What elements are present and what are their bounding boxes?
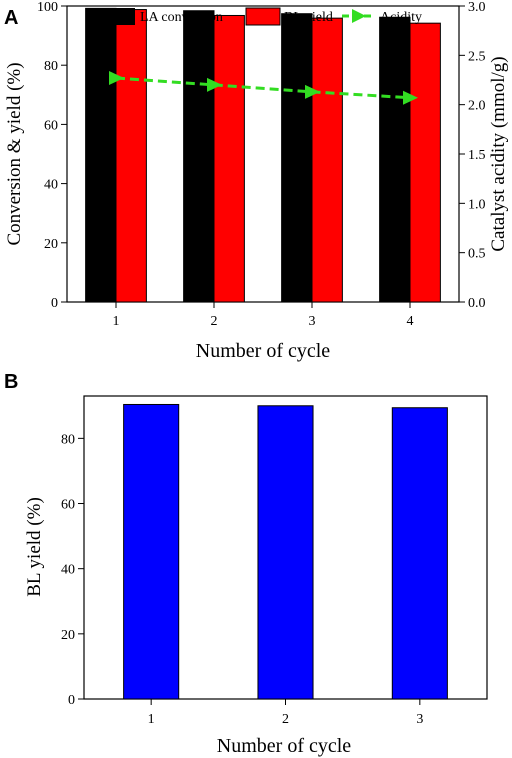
panel-b-x-axis-title: Number of cycle	[217, 735, 352, 757]
y-tick-label-20: 20	[44, 237, 58, 252]
x-tick-label-3: 3	[309, 314, 316, 329]
bar-bl-yield-cycle-3	[391, 407, 448, 700]
y-tick-label-80: 80	[44, 59, 58, 74]
legend-swatch-la-conversion	[101, 8, 135, 25]
y-tick-label-20: 20	[61, 628, 75, 643]
x-tick-label-1: 1	[113, 314, 120, 329]
bar-bl-yield-cycle-2	[257, 405, 314, 700]
panel-b-y-axis-ticks: 0 20 40 60 80	[61, 432, 84, 708]
panel-b-bars	[123, 403, 448, 700]
panel-a-y-axis-title: Conversion & yield (%)	[4, 62, 25, 245]
panel-a-left-axis-ticks: 0 20 40 60 80 100	[37, 0, 67, 311]
y-tick-label-100: 100	[37, 0, 58, 15]
x-tick-label-3: 3	[416, 712, 423, 727]
bar-bl-yield-cycle-1	[123, 403, 180, 700]
x-tick-label-2: 2	[282, 712, 289, 727]
bar-bl-yield-cycle-1	[115, 9, 147, 303]
y2-tick-label-2.0: 2.0	[468, 99, 486, 114]
panel-a-label: A	[4, 7, 18, 29]
y-tick-label-40: 40	[44, 178, 58, 193]
y-tick-label-60: 60	[44, 118, 58, 133]
panel-a-x-axis-title: Number of cycle	[196, 340, 331, 362]
y-tick-label-0: 0	[51, 296, 58, 311]
bar-bl-yield-cycle-4	[409, 22, 441, 303]
acidity-marker-cycle-4	[403, 90, 418, 105]
y2-tick-label-0.0: 0.0	[468, 296, 486, 311]
panel-b-label: B	[4, 371, 18, 393]
panel-a-y2-axis-title: Catalyst acidity (mmol/g)	[488, 56, 509, 251]
acidity-line-path	[115, 76, 411, 100]
acidity-marker-cycle-2	[207, 77, 222, 92]
acidity-marker-cycle-3	[305, 84, 320, 99]
bar-la-conversion-cycle-3	[281, 13, 313, 303]
legend-label-la-conversion: LA conversion	[140, 10, 223, 25]
bar-la-conversion-cycle-2	[183, 10, 215, 303]
acidity-marker-cycle-1	[109, 71, 124, 86]
legend-label-acidity: Acidity	[380, 10, 422, 25]
bar-bl-yield-cycle-3	[311, 17, 343, 303]
panel-b-y-axis-title: BL yield (%)	[24, 497, 45, 597]
bar-la-conversion-cycle-1	[85, 7, 117, 303]
y-tick-label-60: 60	[61, 498, 75, 513]
legend-label-bl-yield: BL yield	[284, 10, 333, 25]
panel-a-acidity-line	[109, 71, 418, 105]
bar-bl-yield-cycle-2	[213, 14, 245, 303]
panel-a-bars	[85, 7, 441, 303]
y-tick-label-40: 40	[61, 563, 75, 578]
x-tick-label-4: 4	[407, 314, 414, 329]
bar-la-conversion-cycle-4	[379, 16, 411, 303]
panel-b-x-axis-ticks: 1 2 3	[148, 699, 423, 727]
y2-tick-label-0.5: 0.5	[468, 247, 486, 262]
y2-tick-label-1.0: 1.0	[468, 197, 486, 212]
y-tick-label-0: 0	[68, 693, 75, 708]
legend-swatch-acidity-marker	[352, 9, 366, 23]
panel-a-right-axis-ticks: 0.0 0.5 1.0 1.5 2.0 2.5 3.0	[459, 0, 486, 311]
y2-tick-label-1.5: 1.5	[468, 148, 486, 163]
x-tick-label-1: 1	[148, 712, 155, 727]
panel-a-legend: LA conversion BL yield Acidity	[101, 7, 422, 26]
panel-a-chart: A 0 20 40 60 80 100 0.0 0.5 1.0 1.5 2.0 2.5 3.0 1 2 3…	[4, 0, 509, 362]
y2-tick-label-3.0: 3.0	[468, 0, 486, 15]
legend-swatch-bl-yield	[245, 7, 281, 26]
x-tick-label-2: 2	[211, 314, 218, 329]
y-tick-label-80: 80	[61, 432, 75, 447]
y2-tick-label-2.5: 2.5	[468, 49, 486, 64]
panel-a-x-axis-ticks: 1 2 3 4	[113, 302, 414, 329]
panel-b-chart: B 0 20 40 60 80 1 2 3 BL yield (%) Number of c…	[4, 371, 488, 757]
